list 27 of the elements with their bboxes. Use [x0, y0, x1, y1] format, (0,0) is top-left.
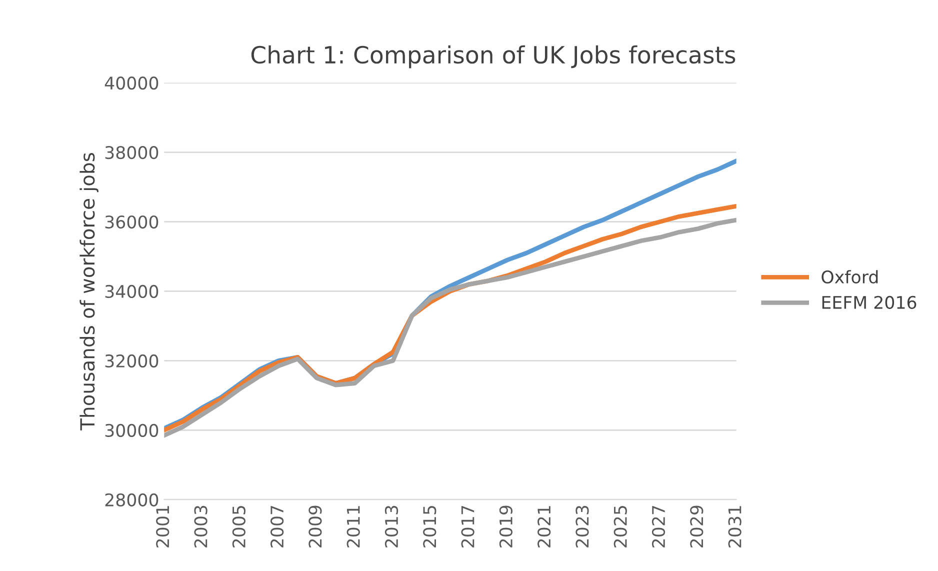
- y-tick-label: 30000: [105, 424, 158, 437]
- x-tick-label: 2003: [194, 506, 208, 548]
- x-tick-label: 2011: [346, 506, 360, 548]
- x-tick-label: 2031: [728, 506, 742, 548]
- x-tick-label: 2027: [652, 506, 666, 548]
- x-tick-label: 2021: [538, 506, 551, 548]
- x-tick-label: 2013: [384, 506, 398, 548]
- x-tick-label: 2029: [690, 506, 704, 548]
- y-tick-label: 38000: [105, 146, 158, 160]
- y-tick-label: 40000: [104, 76, 158, 90]
- x-tick-label: 2007: [270, 506, 284, 548]
- y-tick-label: 34000: [105, 284, 158, 298]
- y-axis-title: Thousands of workforce jobs: [80, 152, 99, 430]
- x-tick-label: 2025: [614, 506, 627, 548]
- x-tick-label: 2019: [499, 506, 512, 548]
- x-tick-label: 2023: [576, 506, 589, 548]
- legend-label: Oxford: [822, 270, 878, 284]
- x-tick-label: 2017: [461, 506, 474, 548]
- x-tick-label: 2015: [423, 506, 436, 548]
- x-tick-label: 2009: [308, 506, 322, 548]
- y-tick-label: 32000: [105, 354, 158, 368]
- y-tick-label: 36000: [105, 215, 158, 229]
- x-tick-label: 2005: [232, 506, 246, 548]
- x-tick-label: 2001: [156, 506, 170, 548]
- y-tick-label: 28000: [105, 493, 158, 506]
- chart-title: Chart 1: Comparison of UK Jobs forecasts: [251, 45, 736, 68]
- legend-label: EEFM 2016: [822, 296, 916, 309]
